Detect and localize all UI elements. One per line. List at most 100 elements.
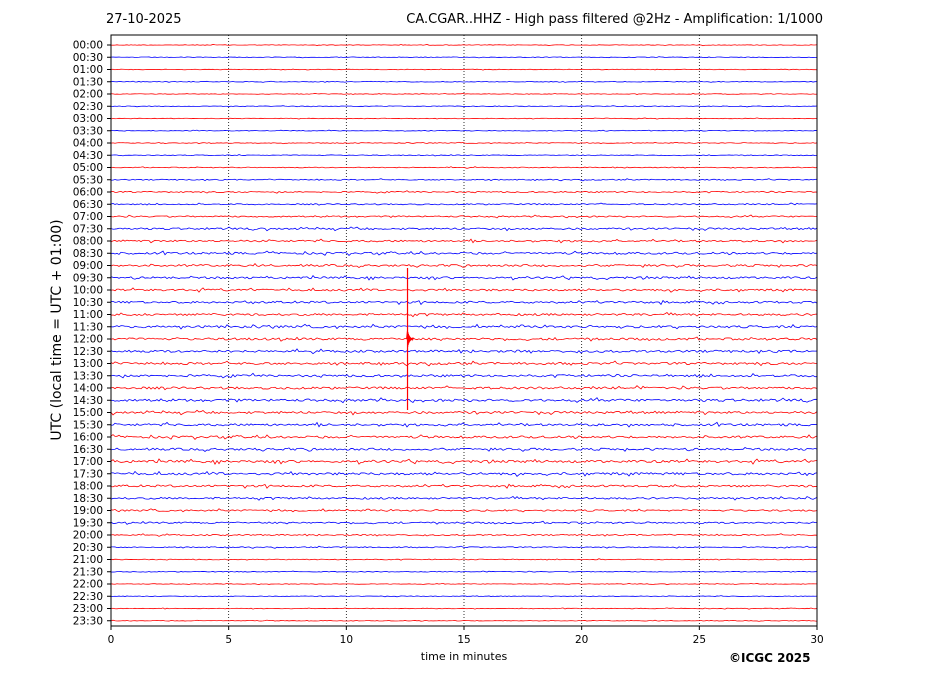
trace-line [110, 533, 818, 537]
trace-line [110, 166, 818, 169]
trace-line [110, 421, 818, 428]
trace-lines [110, 43, 818, 622]
y-axis-label: UTC (local time = UTC + 01:00) [49, 219, 65, 441]
y-tick-label: 07:00 [73, 211, 103, 223]
trace-line [110, 397, 818, 404]
y-tick-label: 09:30 [73, 272, 103, 284]
event-coda [406, 329, 414, 347]
y-tick-label: 04:30 [73, 150, 103, 162]
event-trace [406, 268, 414, 410]
y-tick-label: 21:30 [73, 566, 103, 578]
y-tick-label: 20:00 [73, 530, 103, 542]
y-tick-label: 18:30 [73, 493, 103, 505]
chart-title: CA.CGAR..HHZ - High pass filtered @2Hz -… [406, 12, 823, 27]
trace-line [110, 434, 818, 440]
y-tick-label: 18:00 [73, 481, 103, 493]
y-tick-label: 17:00 [73, 456, 103, 468]
trace-line [110, 508, 818, 513]
y-tick-label: 22:30 [73, 591, 103, 603]
y-tick-label: 23:30 [73, 615, 103, 627]
x-tick-label: 15 [457, 634, 470, 646]
trace-line [110, 545, 818, 549]
y-tick-label: 09:00 [73, 260, 103, 272]
trace-line [110, 495, 818, 501]
trace-line [110, 323, 818, 330]
trace-line [110, 68, 818, 71]
trace-line [110, 520, 818, 525]
x-tick-label: 25 [693, 634, 706, 646]
y-tick-label: 13:00 [73, 358, 103, 370]
trace-line [110, 56, 818, 59]
y-tick-label: 16:00 [73, 432, 103, 444]
trace-line [110, 372, 817, 379]
trace-line [110, 483, 818, 489]
x-axis-ticks: 0 5 10 15 20 25 30 [108, 626, 824, 646]
trace-line [110, 202, 818, 206]
trace-line [110, 117, 818, 120]
trace-line [110, 619, 818, 622]
y-tick-label: 10:30 [73, 297, 103, 309]
trace-line [110, 336, 818, 342]
trace-line [110, 447, 818, 452]
trace-line [110, 558, 818, 561]
trace-line [110, 263, 818, 269]
trace-line [110, 154, 818, 157]
y-tick-label: 12:00 [73, 334, 103, 346]
trace-line [110, 238, 818, 244]
y-tick-label: 20:30 [73, 542, 103, 554]
x-tick-label: 30 [810, 634, 823, 646]
y-tick-label: 00:30 [73, 52, 103, 64]
trace-line [110, 178, 818, 182]
y-tick-label: 02:30 [73, 101, 103, 113]
y-tick-label: 17:30 [73, 468, 103, 480]
copyright-label: ©ICGC 2025 [729, 651, 811, 665]
y-tick-label: 21:00 [73, 554, 103, 566]
y-tick-label: 08:00 [73, 236, 103, 248]
trace-line [110, 287, 818, 293]
y-tick-label: 10:00 [73, 285, 103, 297]
y-tick-label: 06:30 [73, 199, 103, 211]
trace-line [110, 299, 818, 306]
trace-line [110, 458, 818, 465]
trace-line [110, 226, 818, 232]
x-axis-label: time in minutes [420, 650, 508, 663]
y-tick-label: 05:30 [73, 174, 103, 186]
y-tick-label: 13:30 [73, 370, 103, 382]
y-tick-label: 05:00 [73, 162, 103, 174]
y-tick-label: 04:00 [73, 138, 103, 150]
y-tick-label: 14:00 [73, 383, 103, 395]
y-tick-label: 01:00 [73, 64, 103, 76]
trace-line [110, 360, 818, 367]
y-tick-label: 02:00 [73, 89, 103, 101]
trace-line [110, 570, 818, 573]
y-tick-label: 03:00 [73, 113, 103, 125]
x-tick-label: 0 [108, 634, 115, 646]
y-tick-label: 11:00 [73, 309, 103, 321]
trace-line [110, 190, 818, 194]
y-tick-label: 08:30 [73, 248, 103, 260]
y-tick-label: 07:30 [73, 223, 103, 235]
y-tick-label: 11:30 [73, 321, 103, 333]
trace-line [110, 80, 818, 83]
trace-line [110, 409, 818, 416]
trace-line [110, 105, 818, 108]
y-tick-label: 14:30 [73, 395, 103, 407]
y-axis-ticks: 00:0000:3001:0001:3002:0002:3003:0003:30… [73, 40, 111, 627]
y-tick-label: 15:30 [73, 419, 103, 431]
trace-line [110, 385, 818, 391]
trace-line [110, 214, 818, 219]
x-tick-label: 10 [340, 634, 353, 646]
plot-frame [110, 34, 818, 627]
trace-line [110, 275, 818, 281]
y-tick-label: 16:30 [73, 444, 103, 456]
grid-lines [228, 35, 700, 626]
y-tick-label: 03:30 [73, 125, 103, 137]
date-label: 27-10-2025 [106, 12, 182, 27]
y-tick-label: 01:30 [73, 76, 103, 88]
y-tick-label: 15:00 [73, 407, 103, 419]
trace-line [110, 607, 818, 610]
y-tick-label: 22:00 [73, 579, 103, 591]
trace-line [110, 43, 818, 47]
y-tick-label: 06:00 [73, 187, 103, 199]
